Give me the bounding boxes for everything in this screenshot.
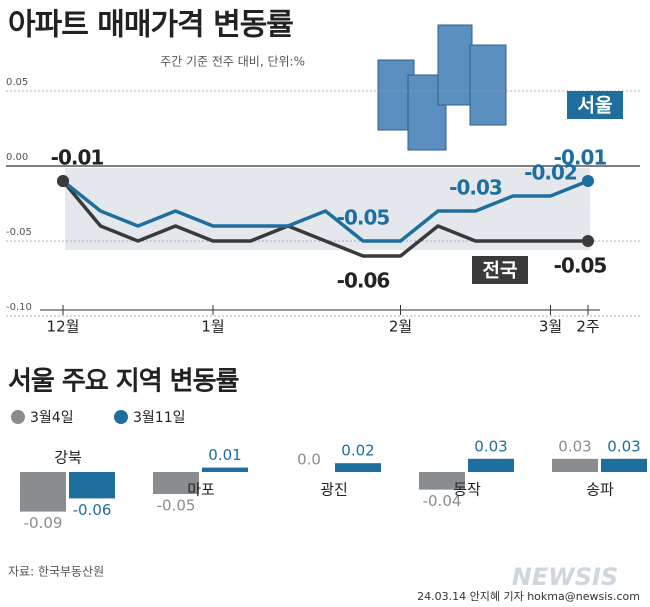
legend-swatch	[11, 410, 25, 424]
series-line	[61, 179, 589, 243]
chart-title: 아파트 매매가격 변동률	[8, 8, 293, 43]
point	[582, 235, 594, 247]
legend-swatch	[114, 410, 128, 424]
data-label: 0.01	[208, 446, 241, 464]
series-tag	[472, 256, 528, 284]
data-label: 0.03	[607, 437, 640, 455]
bar	[601, 458, 647, 472]
data-label: -0.01	[554, 146, 607, 170]
y-tick-label: -0.05	[6, 227, 32, 238]
data-label: -0.05	[157, 497, 196, 515]
data-label: -0.06	[73, 501, 112, 519]
data-label: -0.04	[423, 492, 462, 510]
data-label: -0.09	[24, 514, 63, 532]
bar	[20, 472, 66, 512]
x-tick-label: 12월	[47, 318, 80, 336]
category-label: 광진	[320, 481, 348, 499]
category-label: 강북	[54, 449, 82, 467]
watermark: NEWSIS	[512, 563, 618, 591]
credit: 24.03.14 안지혜 기자 hokma@newsis.com	[417, 590, 640, 603]
series-name: 서울	[578, 95, 613, 117]
source: 자료: 한국부동산원	[8, 565, 104, 579]
category-label: 동작	[453, 481, 481, 499]
data-label: -0.01	[51, 146, 104, 170]
series-line	[61, 179, 588, 258]
series-tag	[567, 91, 623, 119]
y-tick-label: 0.00	[6, 152, 28, 163]
bar	[202, 467, 248, 472]
bar	[468, 458, 514, 472]
legend-label: 3월4일	[30, 410, 74, 426]
data-label: 0.0	[297, 451, 321, 469]
bar	[419, 472, 465, 490]
point	[57, 175, 69, 187]
bar	[69, 472, 115, 499]
bar	[552, 458, 598, 472]
bar	[153, 472, 199, 494]
data-label: 0.03	[474, 437, 507, 455]
data-label: -0.05	[554, 254, 607, 278]
category-label: 마포	[187, 481, 215, 499]
legend-label: 3월11일	[133, 410, 185, 426]
x-tick-label: 1월	[201, 318, 224, 336]
series-name: 전국	[483, 260, 518, 282]
buildings-illustration	[377, 24, 507, 151]
x-tick-label: 3월	[539, 318, 562, 336]
data-label: 0.02	[341, 442, 374, 460]
y-tick-label: -0.10	[6, 302, 32, 313]
data-label: -0.05	[337, 206, 390, 230]
point	[582, 175, 594, 187]
chart-subtitle: 주간 기준 전주 대비, 단위:%	[160, 55, 305, 69]
data-label: -0.02	[524, 161, 577, 185]
x-tick-label: 2월	[389, 318, 412, 336]
bar	[335, 463, 381, 472]
data-label: -0.06	[337, 269, 390, 293]
category-label: 송파	[586, 481, 614, 499]
data-label: 0.03	[558, 437, 591, 455]
chart-title: 서울 주요 지역 변동률	[8, 367, 240, 397]
y-tick-label: 0.05	[6, 77, 28, 88]
data-label: -0.03	[449, 176, 502, 200]
x-tick-label: 2주	[576, 318, 599, 336]
